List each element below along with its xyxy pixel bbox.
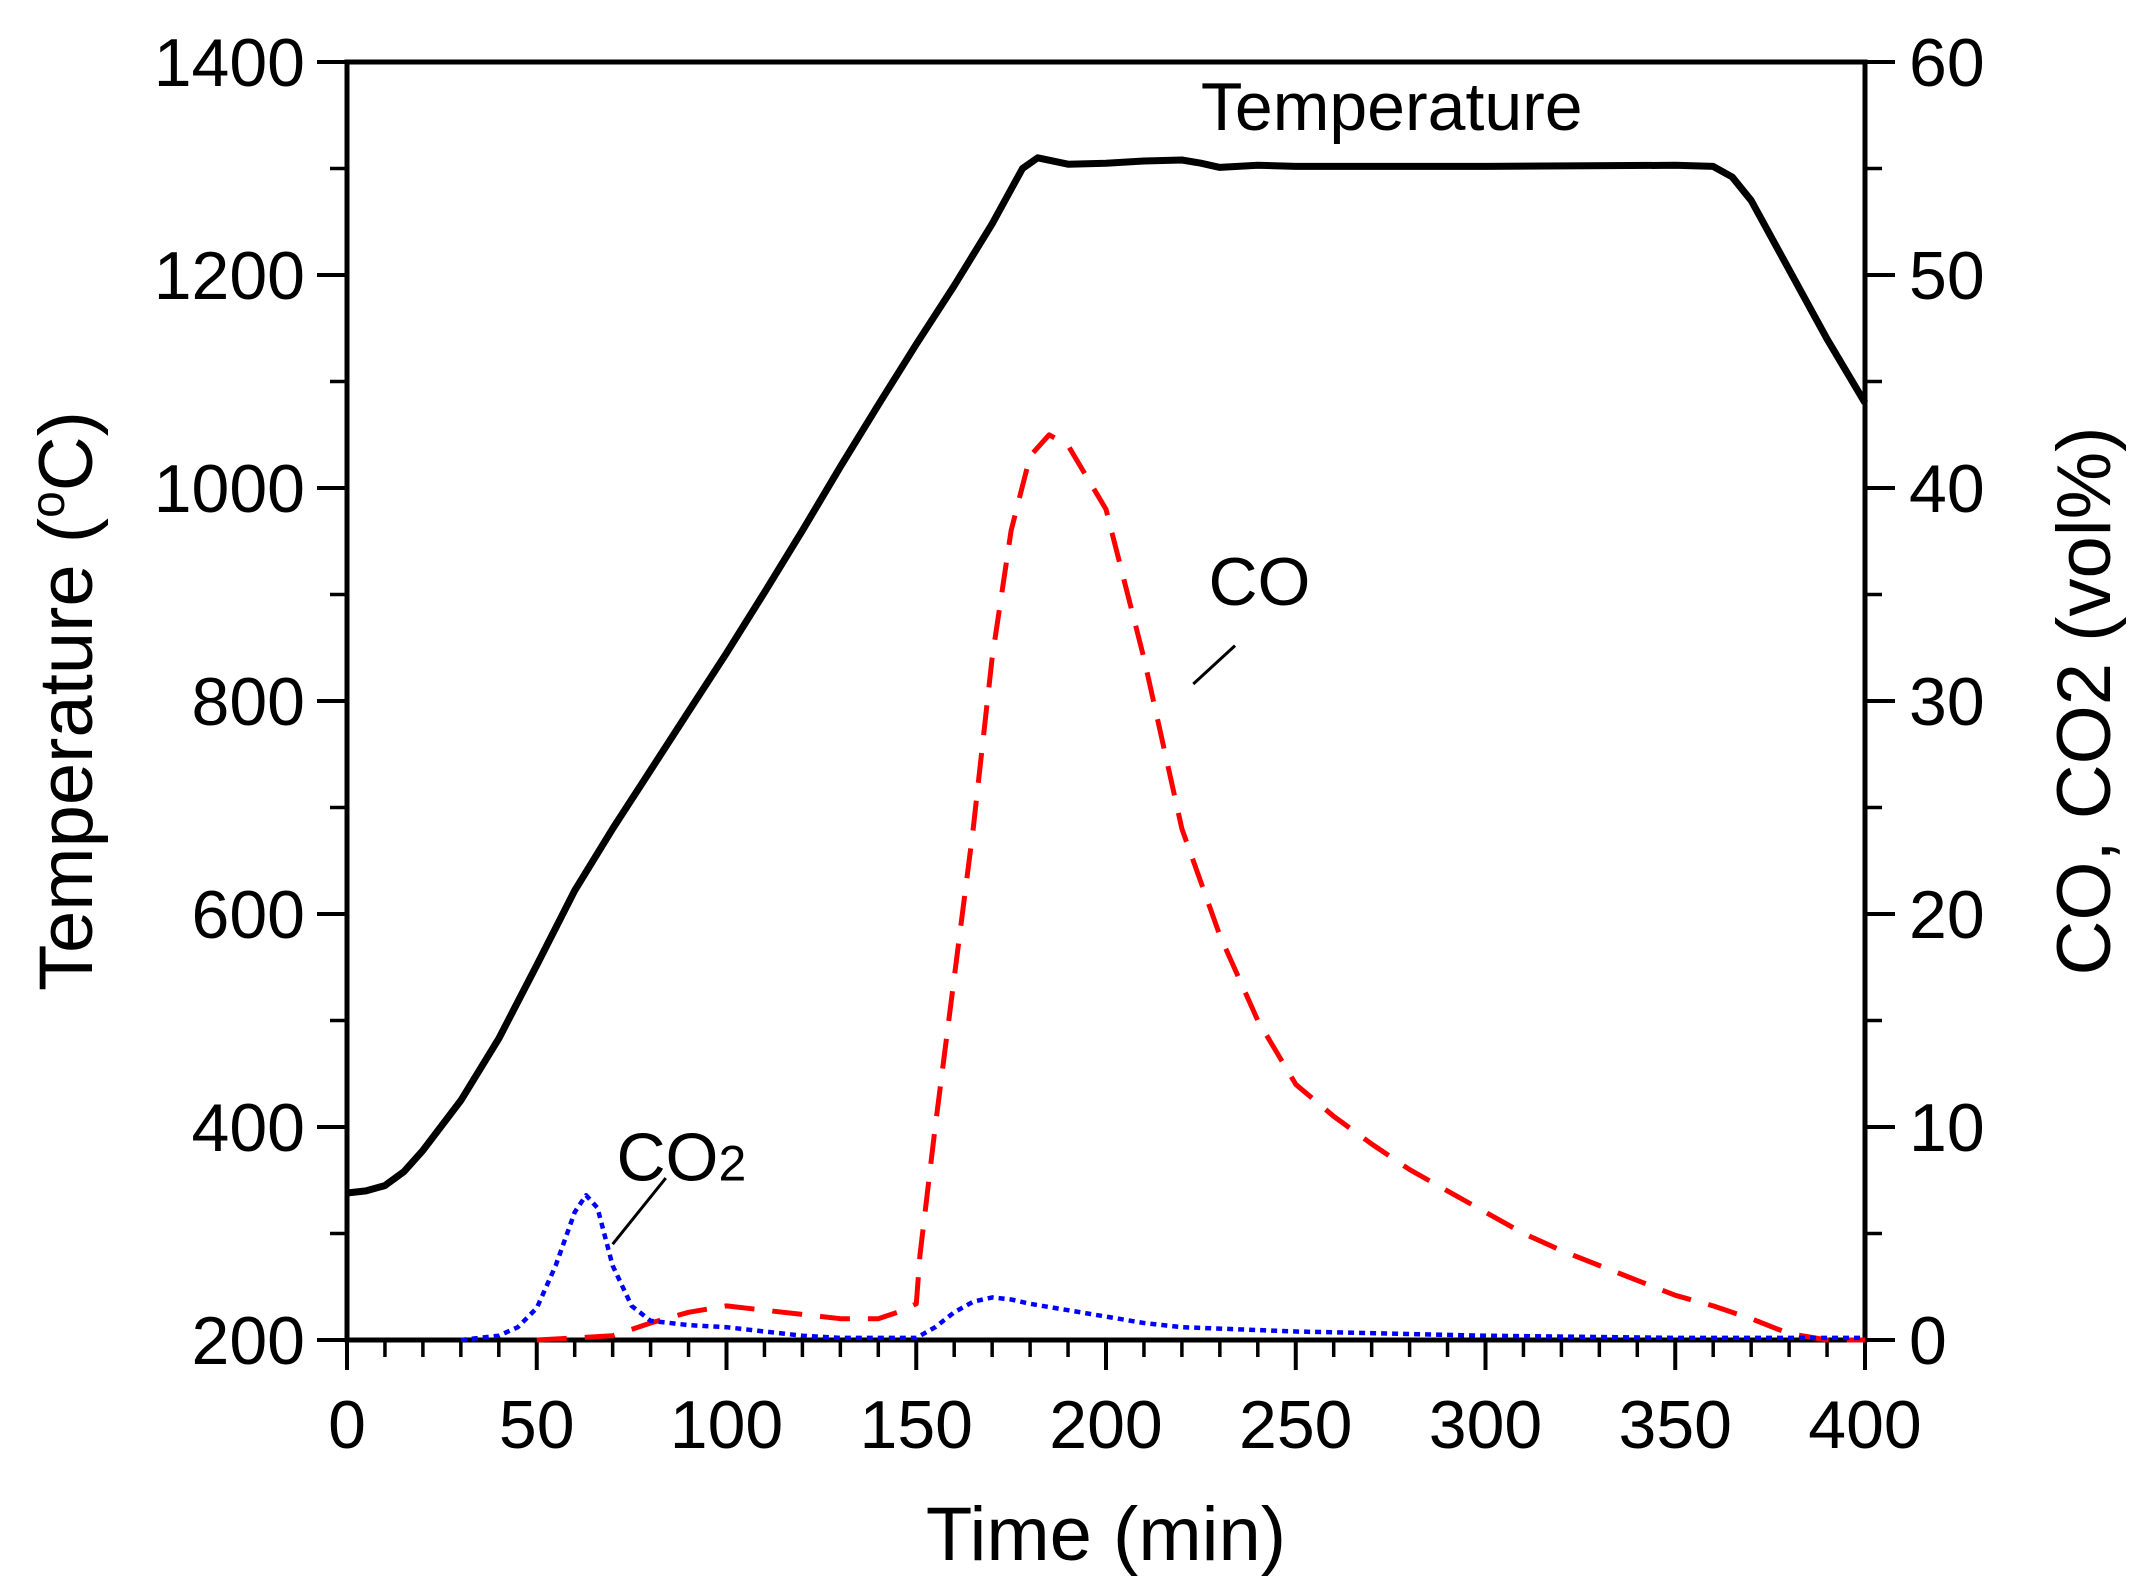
- x-axis-title: Time (min): [926, 1492, 1286, 1576]
- y-left-tick-label: 600: [192, 877, 305, 953]
- plot-area: [344, 59, 1868, 1343]
- x-tick-label: 0: [328, 1387, 366, 1463]
- x-tick-label: 50: [499, 1387, 575, 1463]
- x-tick-label: 350: [1619, 1387, 1732, 1463]
- x-axis: 0 50 100 150 200 250 300 350 400: [328, 1340, 1922, 1463]
- x-tick-label: 100: [670, 1387, 783, 1463]
- y-right-title-part-1: CO, CO: [2042, 705, 2127, 975]
- y-right-tick-label: 30: [1909, 664, 1985, 740]
- y-left-tick-label: 800: [192, 664, 305, 740]
- x-tick-label: 400: [1808, 1387, 1921, 1463]
- y-right-title-part-2: (vol%): [2042, 427, 2127, 663]
- y-left-axis: 200 400 600 800 1000 1200 1400: [154, 25, 347, 1379]
- y-left-title-part-1: Temperature (: [24, 518, 109, 991]
- y-right-tick-label: 60: [1909, 25, 1985, 101]
- co-series-line: [536, 432, 1865, 1343]
- y-right-title-sub: 2: [2042, 663, 2127, 705]
- co-leader-line: [1192, 644, 1237, 686]
- x-tick-label: 300: [1429, 1387, 1542, 1463]
- co2-label-sub: 2: [718, 1135, 746, 1191]
- y-left-tick-label: 1200: [154, 238, 305, 314]
- x-tick-label: 250: [1239, 1387, 1352, 1463]
- y-left-tick-label: 1400: [154, 25, 305, 101]
- y-right-tick-label: 0: [1909, 1303, 1947, 1379]
- co2-series-line: [460, 1192, 1865, 1343]
- co2-label-main: CO: [616, 1119, 718, 1195]
- plot-frame: [344, 59, 1868, 1343]
- co2-series-label: CO2: [616, 1119, 746, 1195]
- y-left-axis-title: Temperature (oC): [22, 411, 109, 991]
- temperature-series-line: [346, 154, 1869, 1197]
- x-tick-label: 150: [860, 1387, 973, 1463]
- y-left-tick-label: 200: [192, 1303, 305, 1379]
- axis-titles: Time (min) Temperature (oC) CO, CO2 (vol…: [22, 411, 2127, 1576]
- y-left-title-part-2: C): [24, 411, 109, 491]
- y-right-tick-label: 20: [1909, 877, 1985, 953]
- y-right-tick-label: 50: [1909, 238, 1985, 314]
- co2-leader-line: [611, 1177, 667, 1246]
- y-right-tick-label: 40: [1909, 451, 1985, 527]
- x-tick-label: 200: [1049, 1387, 1162, 1463]
- co-series-label: CO: [1208, 544, 1310, 620]
- y-right-axis-title: CO, CO2 (vol%): [2042, 427, 2127, 976]
- y-right-axis: 0 10 20 30 40 50 60: [1865, 25, 1985, 1379]
- series-layer: [346, 154, 1869, 1343]
- y-right-tick-label: 10: [1909, 1090, 1985, 1166]
- annotation-layer: Temperature CO CO2: [611, 69, 1583, 1246]
- y-left-tick-label: 1000: [154, 451, 305, 527]
- temperature-series-label: Temperature: [1201, 69, 1583, 145]
- y-left-tick-label: 400: [192, 1090, 305, 1166]
- y-left-title-degree: o: [22, 491, 75, 518]
